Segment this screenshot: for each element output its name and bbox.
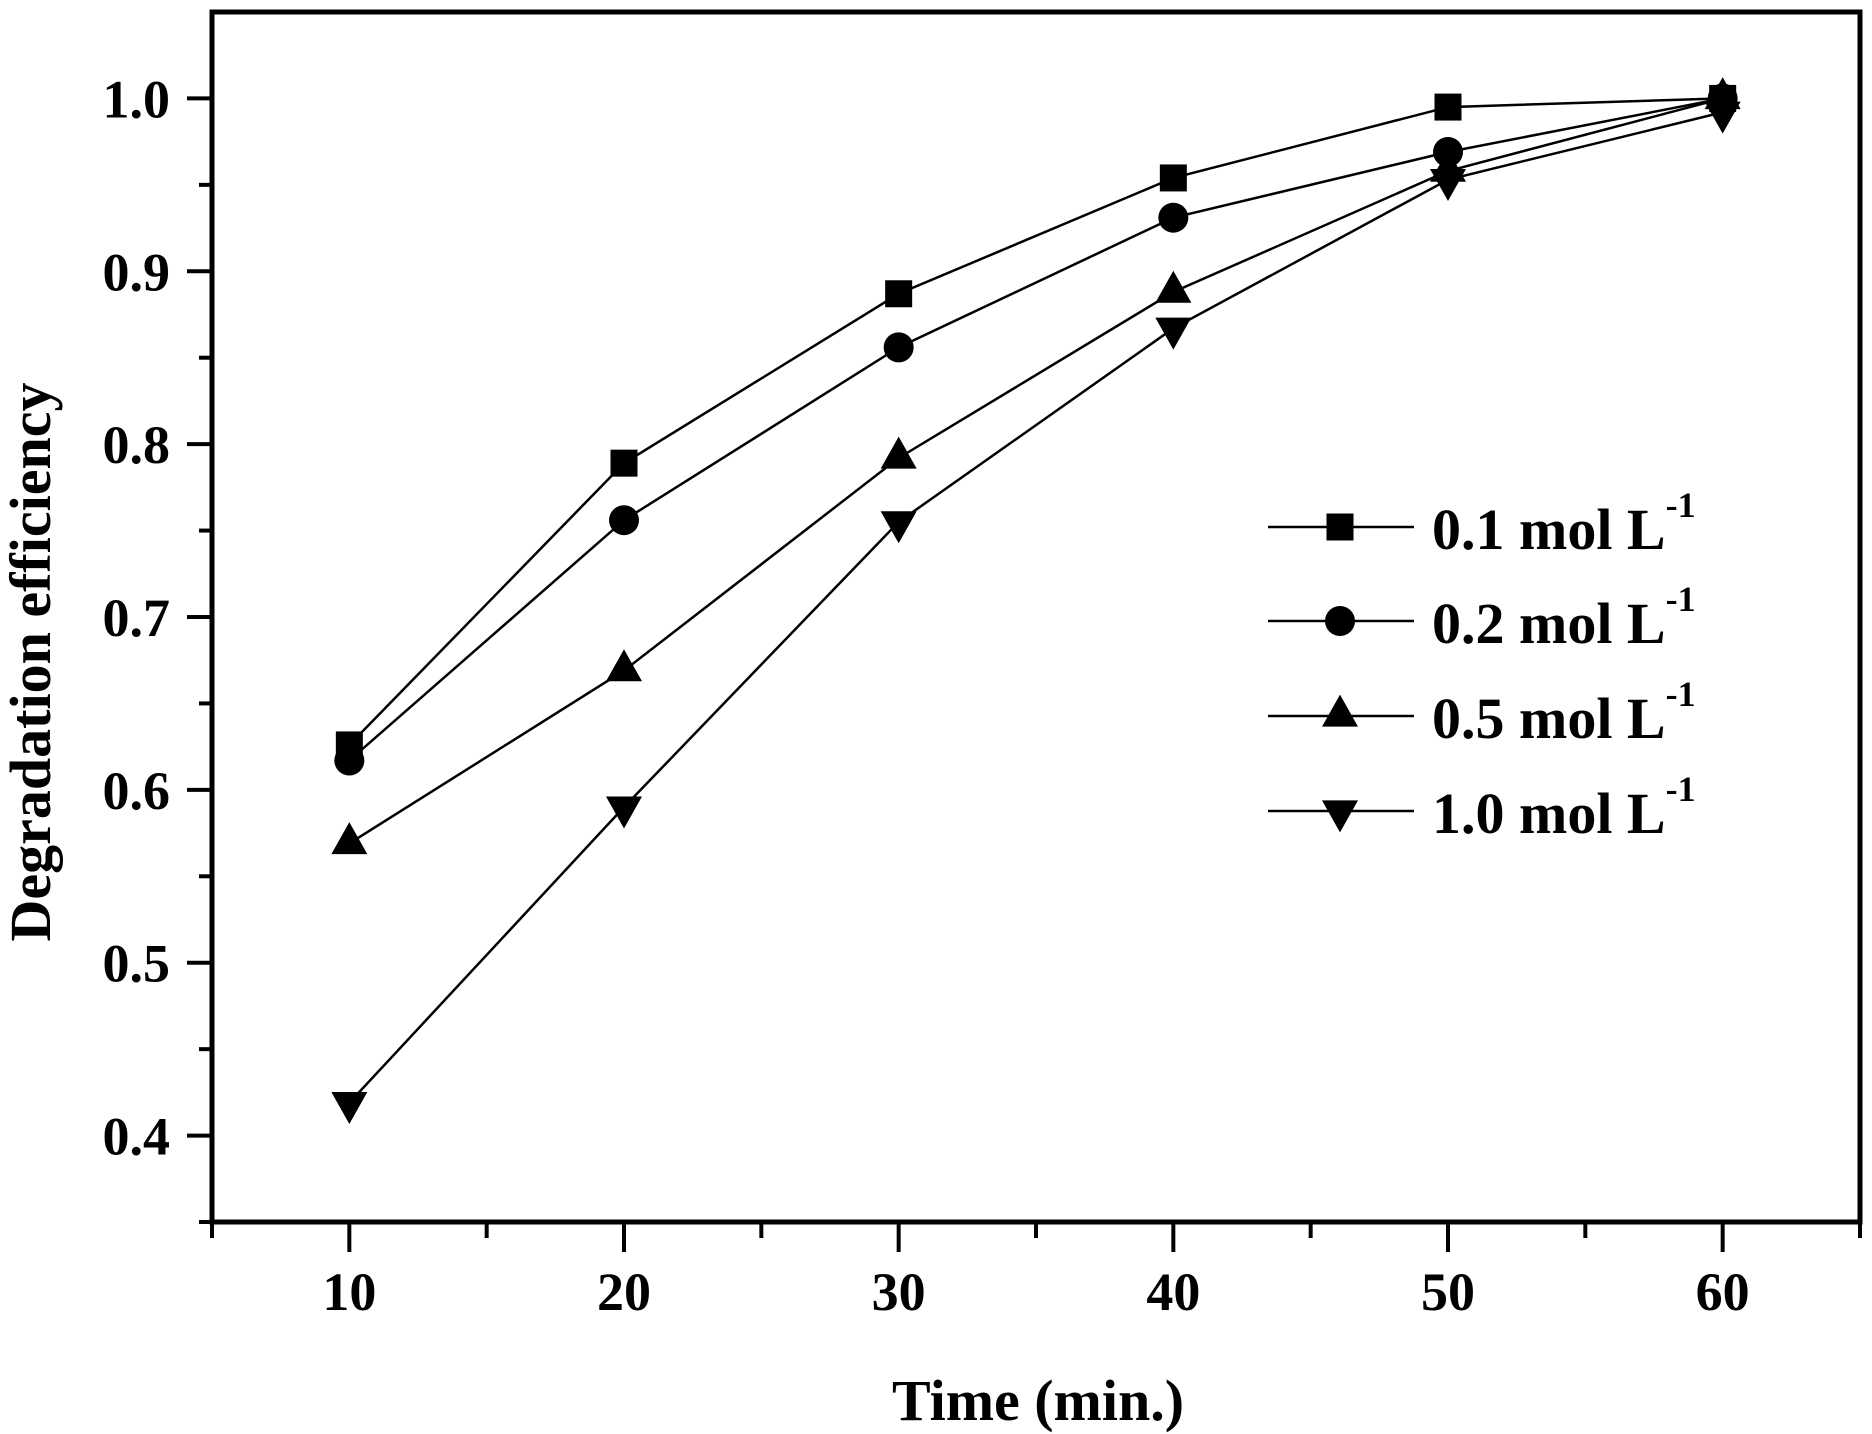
series-line xyxy=(348,97,1723,845)
data-point-square xyxy=(610,449,638,477)
data-point-circle xyxy=(883,332,914,363)
legend-marker-triangle-down-icon xyxy=(1322,800,1358,833)
data-point-square xyxy=(1159,164,1187,192)
x-tick-label: 40 xyxy=(1146,1262,1200,1322)
y-axis-ticks: 0.4 0.5 0.6 0.7 0.8 0.9 1.0 xyxy=(103,69,212,1224)
data-point-square xyxy=(1434,93,1462,121)
legend-item: 1.0 mol L-1 xyxy=(1268,769,1696,846)
series-circle xyxy=(334,83,1738,776)
x-tick-label: 20 xyxy=(597,1262,651,1322)
data-point-triangle-down xyxy=(331,1092,368,1125)
data-point-triangle-up xyxy=(1155,270,1192,303)
legend-item: 0.2 mol L-1 xyxy=(1268,579,1696,656)
y-axis-label: Degradation efficiency xyxy=(0,383,63,942)
y-tick-label: 0.9 xyxy=(103,242,171,302)
series-line xyxy=(348,97,1723,746)
data-point-circle xyxy=(1158,202,1189,233)
data-point-triangle-down xyxy=(1704,101,1741,134)
series-triangle-up xyxy=(331,77,1741,855)
legend-label: 0.2 mol L-1 xyxy=(1432,579,1696,656)
x-tick-label: 10 xyxy=(322,1262,376,1322)
legend-label: 0.5 mol L-1 xyxy=(1432,674,1696,751)
data-point-triangle-down xyxy=(1430,169,1466,202)
y-tick-label: 0.6 xyxy=(103,761,171,821)
legend-marker-square-icon xyxy=(1326,513,1354,541)
y-tick-label: 0.5 xyxy=(103,934,171,994)
x-tick-label: 30 xyxy=(872,1262,926,1322)
data-point-triangle-down xyxy=(606,796,642,829)
data-point-triangle-up xyxy=(331,822,368,855)
legend-marker-triangle-up-icon xyxy=(1322,694,1358,727)
y-tick-label: 0.7 xyxy=(103,588,171,648)
y-tick-label: 1.0 xyxy=(103,69,171,129)
data-point-triangle-down xyxy=(1155,317,1192,350)
legend-item: 0.5 mol L-1 xyxy=(1268,674,1696,751)
series-line xyxy=(348,111,1723,1104)
legend-label: 0.1 mol L-1 xyxy=(1432,485,1696,562)
legend: 0.1 mol L-1 0.2 mol L-1 0.5 mol L-1 1.0 mol… xyxy=(1268,485,1696,846)
legend-marker-circle-icon xyxy=(1325,606,1355,636)
data-point-circle xyxy=(609,505,639,536)
x-axis-ticks: 10 20 30 40 50 60 xyxy=(210,1222,1862,1322)
y-tick-label: 0.4 xyxy=(103,1107,171,1167)
series-triangle-down xyxy=(331,101,1741,1125)
x-tick-label: 50 xyxy=(1421,1262,1475,1322)
legend-label: 1.0 mol L-1 xyxy=(1432,769,1696,846)
x-axis-label: Time (min.) xyxy=(892,1368,1184,1433)
y-tick-label: 0.8 xyxy=(103,415,171,475)
data-point-circle xyxy=(334,745,365,776)
data-point-triangle-up xyxy=(1704,77,1741,110)
data-point-triangle-up xyxy=(606,649,642,682)
data-point-triangle-down xyxy=(880,511,917,544)
series-square xyxy=(335,84,1737,759)
data-point-square xyxy=(885,280,913,308)
data-point-triangle-up xyxy=(880,436,917,469)
series-layer xyxy=(331,77,1741,1125)
series-line xyxy=(348,97,1723,762)
legend-item: 0.1 mol L-1 xyxy=(1268,485,1696,562)
x-tick-label: 60 xyxy=(1696,1262,1750,1322)
